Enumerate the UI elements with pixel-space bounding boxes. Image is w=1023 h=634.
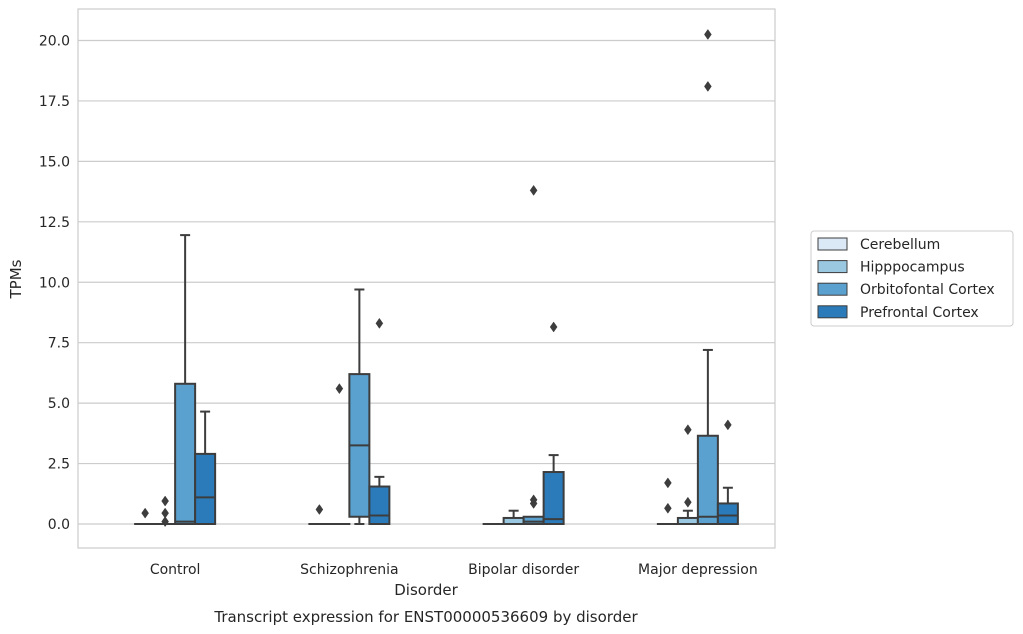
- outlier-point: [704, 80, 712, 92]
- box-body: [696, 434, 719, 526]
- box-body: [522, 515, 545, 525]
- y-tick-label: 17.5: [39, 94, 70, 110]
- outlier-point: [724, 419, 732, 431]
- legend: Cerebellum Hipppocampus Orbitofontal Corte…: [810, 230, 1014, 327]
- outlier-point: [684, 424, 692, 436]
- y-tick-label: 7.5: [48, 336, 70, 352]
- legend-label: Prefrontal Cortex: [860, 305, 979, 321]
- outlier-point: [161, 495, 169, 507]
- box-groups: [134, 29, 739, 528]
- outlier-point: [704, 29, 712, 40]
- legend-swatch: [817, 237, 848, 251]
- box-orbitofontal-cortex: [696, 29, 719, 526]
- y-tick-labels: 0.0 2.5 5.0 7.5 10.0 12.5 15.0 17.5 20.0: [39, 34, 70, 534]
- legend-label: Cerebellum: [860, 237, 940, 253]
- box-orbitofontal-cortex: [174, 234, 197, 525]
- outlier-point: [684, 496, 692, 508]
- outlier-point: [664, 477, 672, 489]
- outlier-point: [141, 507, 149, 519]
- x-axis-label: Disorder: [394, 581, 458, 599]
- box-orbitofontal-cortex: [348, 288, 371, 525]
- y-tick-label: 12.5: [39, 215, 70, 231]
- box-hipppocampus: [154, 495, 177, 528]
- outlier-point: [335, 383, 344, 395]
- box-cerebellum: [134, 507, 157, 526]
- box-orbitofontal-cortex: [522, 184, 545, 525]
- chart-caption: Transcript expression for ENST0000053660…: [213, 608, 638, 626]
- outlier-point: [529, 498, 538, 509]
- y-tick-label: 0.0: [48, 517, 70, 533]
- x-tick-labels: Control Schizophrenia Bipolar disorder Majo…: [150, 562, 758, 578]
- outlier-point: [315, 504, 324, 515]
- legend-frame: [810, 230, 1014, 327]
- box-body: [368, 485, 391, 525]
- box-prefrontal-cortex: [716, 419, 739, 526]
- legend-label: Orbitofontal Cortex: [860, 282, 995, 298]
- y-tick-label: 5.0: [48, 396, 70, 412]
- box-prefrontal-cortex: [194, 410, 217, 525]
- legend-swatch: [817, 260, 848, 274]
- box-prefrontal-cortex: [542, 321, 565, 525]
- y-tick-label: 2.5: [48, 457, 70, 473]
- y-tick-label: 20.0: [39, 34, 70, 50]
- outlier-point: [375, 317, 384, 329]
- box-hipppocampus: [328, 383, 351, 526]
- x-tick-label: Schizophrenia: [300, 562, 398, 578]
- y-tick-label: 15.0: [39, 154, 70, 170]
- x-tick-label: Control: [150, 562, 201, 578]
- outlier-point: [664, 502, 672, 514]
- legend-label: Hipppocampus: [860, 260, 965, 276]
- x-tick-label: Major depression: [638, 562, 758, 578]
- legend-swatch: [817, 305, 848, 319]
- legend-swatch: [817, 282, 848, 296]
- box-cerebellum: [656, 477, 679, 526]
- box-body: [542, 471, 565, 525]
- y-axis-label: TPMs: [7, 259, 25, 299]
- outlier-point: [549, 321, 558, 333]
- outlier-point: [161, 516, 169, 528]
- box-prefrontal-cortex: [368, 317, 391, 525]
- x-tick-label: Bipolar disorder: [468, 562, 579, 578]
- y-tick-label: 10.0: [39, 275, 70, 291]
- box-body: [194, 452, 217, 525]
- box-body: [174, 382, 197, 525]
- box-body: [716, 502, 739, 526]
- outlier-point: [529, 184, 538, 196]
